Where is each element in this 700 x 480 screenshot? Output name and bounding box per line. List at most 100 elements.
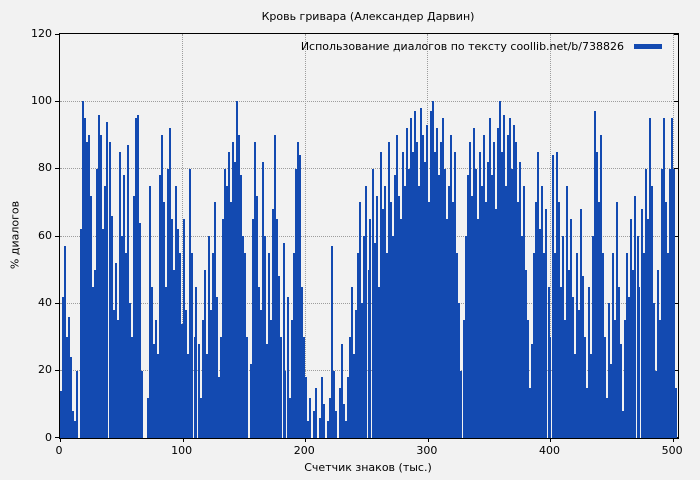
bar — [466, 175, 469, 438]
x-tick-mark — [60, 438, 61, 442]
bar — [381, 209, 384, 438]
bar — [432, 101, 435, 438]
bar — [169, 128, 172, 438]
bar — [92, 286, 95, 438]
x-tick-mark — [673, 438, 675, 442]
bar — [74, 421, 77, 438]
bar — [555, 151, 558, 438]
y-tick-mark-mirror — [674, 370, 678, 372]
bar — [551, 155, 554, 438]
bar — [371, 168, 374, 438]
bar — [488, 118, 491, 438]
bar — [664, 202, 667, 438]
bar — [114, 262, 117, 438]
bar — [507, 135, 510, 438]
bar — [258, 286, 261, 438]
x-tick-label: 100 — [171, 444, 193, 457]
bar — [161, 135, 164, 438]
bar — [88, 135, 91, 438]
bar — [626, 252, 629, 438]
bar — [519, 161, 522, 438]
bar — [646, 219, 649, 438]
bar — [529, 387, 532, 438]
x-axis-label: Счетчик знаков (тыс.) — [304, 461, 432, 474]
bar — [225, 185, 228, 438]
bar — [276, 219, 279, 438]
bar — [292, 252, 295, 438]
bar — [571, 296, 574, 438]
bar — [614, 320, 617, 438]
bar — [266, 343, 269, 438]
bar — [375, 195, 378, 438]
bar — [500, 151, 503, 438]
bar — [498, 101, 501, 438]
bar — [391, 236, 394, 438]
bar — [312, 411, 315, 438]
bar — [616, 202, 619, 438]
bar — [638, 286, 641, 438]
bar — [585, 387, 588, 438]
bar — [163, 202, 166, 438]
bar — [341, 343, 344, 438]
bar — [480, 185, 483, 438]
bar — [238, 135, 241, 438]
bar — [335, 411, 338, 438]
bar — [612, 252, 615, 438]
y-tick-mark-mirror — [674, 235, 678, 237]
bar — [434, 151, 437, 438]
bar — [654, 370, 657, 438]
bar — [470, 195, 473, 438]
bar — [223, 168, 226, 438]
bar — [577, 310, 580, 438]
bar — [322, 404, 325, 438]
bar — [533, 252, 536, 438]
bar — [630, 219, 633, 438]
bar — [644, 168, 647, 438]
bar — [159, 175, 162, 438]
x-tick-label: 300 — [416, 444, 438, 457]
x-tick-label: 200 — [293, 444, 315, 457]
bar — [353, 353, 356, 438]
bar — [201, 320, 204, 438]
y-tick-label: 20 — [38, 363, 52, 377]
bar — [314, 387, 317, 438]
bar — [227, 151, 230, 438]
bar — [569, 219, 572, 438]
bar — [191, 252, 194, 438]
bar — [539, 229, 542, 438]
bar — [379, 151, 382, 438]
bar — [563, 320, 566, 438]
bar — [244, 252, 247, 438]
bar — [634, 195, 637, 438]
y-tick-label: 80 — [38, 161, 52, 175]
bar — [153, 343, 156, 438]
bar — [670, 118, 673, 438]
bar — [401, 151, 404, 438]
bar — [624, 320, 627, 438]
bar — [674, 387, 677, 438]
bar — [112, 310, 115, 438]
bar — [640, 209, 643, 438]
bar — [496, 128, 499, 438]
bar — [278, 276, 281, 438]
bar — [448, 185, 451, 438]
bar — [490, 175, 493, 438]
bar — [464, 236, 467, 438]
bar — [231, 141, 234, 438]
bar — [209, 310, 212, 438]
bar — [620, 343, 623, 438]
bar — [504, 185, 507, 438]
bar — [270, 320, 273, 438]
y-tick-mark — [55, 437, 59, 438]
bar — [458, 303, 461, 438]
bar — [280, 337, 283, 438]
bar — [598, 202, 601, 438]
bar — [290, 320, 293, 438]
bar — [284, 370, 287, 438]
bar — [171, 219, 174, 438]
bar — [462, 320, 465, 438]
bar — [416, 141, 419, 438]
bar — [179, 252, 182, 438]
y-tick-mark — [55, 370, 59, 372]
bar — [274, 135, 277, 438]
